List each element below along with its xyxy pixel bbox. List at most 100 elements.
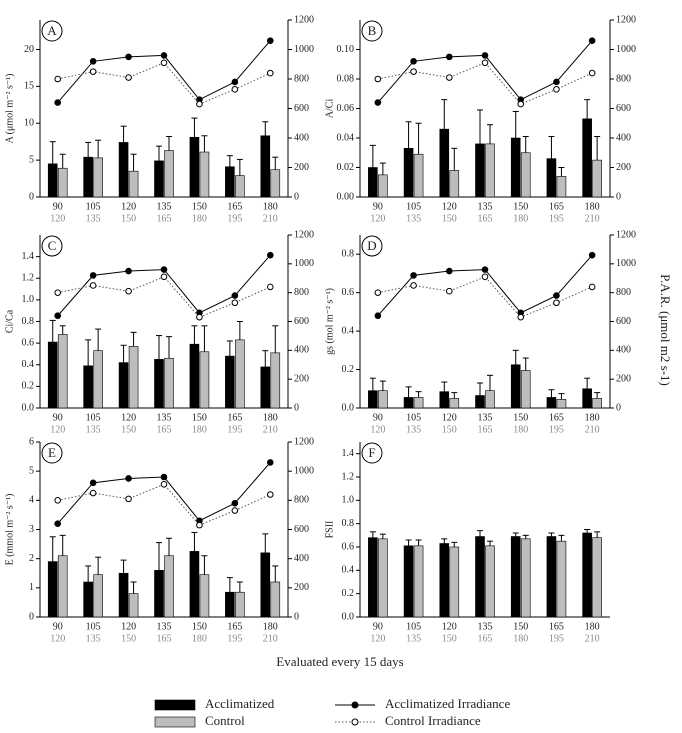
irradiance-point [89,58,97,65]
bar [510,536,521,618]
x-tick-label: 105 [406,201,421,212]
irradiance-point [196,313,203,321]
y2-tick-label: 200 [294,162,309,173]
y2-tick-label: 600 [294,524,309,535]
bar [225,166,235,198]
y2-tick-label: 1200 [616,229,636,240]
x-tick-label-control: 150 [121,424,136,435]
legend-label: Control Irradiance [385,713,481,728]
irradiance-point [231,299,239,307]
y2-tick-label: 1000 [294,465,314,476]
x-tick-label: 150 [192,412,207,423]
x-tick-label-control: 210 [263,633,278,644]
x-tick-label-control: 165 [157,213,172,224]
irradiance-point [410,68,417,75]
bar [413,153,424,198]
bar [83,581,93,618]
y2-tick-label: 600 [294,316,309,327]
irradiance-point [266,491,274,498]
bar [118,572,129,618]
bar [449,546,460,618]
bar [485,545,495,618]
panel-label: A [47,23,57,38]
y-tick-label: 1.4 [22,251,35,262]
y-axis-title: Ci/Ca [4,309,15,333]
bar [57,555,68,618]
y2-tick-label: 200 [294,373,309,384]
bar [413,397,424,409]
irradiance-point [125,267,132,275]
irradiance-point [517,100,525,108]
x-tick-label: 90 [373,201,383,212]
x-tick-label: 165 [549,201,564,212]
y-tick-label: 0.06 [337,103,355,114]
x-tick-label-control: 195 [227,424,242,435]
x-tick-label-control: 180 [513,424,528,435]
bar [582,532,592,618]
irradiance-point [374,75,382,83]
x-tick-label-control: 210 [263,424,278,435]
y2-tick-label: 0 [616,402,621,413]
y-tick-label: 0.4 [342,325,355,336]
y-axis-title: A/Ci [324,99,335,119]
irradiance-line [377,254,593,317]
x-tick-label: 135 [157,412,172,423]
y-tick-label: 0.2 [342,588,355,599]
y-tick-label: 1.2 [22,273,35,284]
y2-tick-label: 400 [294,345,309,356]
x-tick-label: 120 [442,621,457,632]
bar [47,561,58,618]
bar [475,536,485,618]
irradiance-point [231,499,239,507]
y-tick-label: 0 [29,191,34,202]
bar [556,176,567,198]
y2-tick-label: 1000 [616,44,636,55]
bar [439,391,450,409]
y-tick-label: 6 [29,436,34,447]
irradiance-point [481,266,489,273]
irradiance-point [54,75,62,83]
bar [449,398,460,409]
bar [270,581,281,618]
y2-tick-label: 400 [294,132,309,143]
irradiance-point [196,521,203,529]
irradiance-point [89,282,97,289]
x-tick-label: 135 [478,201,493,212]
x-tick-label-control: 195 [227,213,242,224]
y-tick-label: 20 [24,44,34,55]
irradiance-point [54,99,62,106]
y2-tick-label: 1200 [294,14,314,25]
irradiance-point [125,495,132,503]
x-tick-label-control: 210 [585,424,600,435]
bar [546,536,557,618]
bar [403,545,414,618]
bar [520,370,531,409]
bar [413,545,424,618]
x-tick-label-control: 165 [157,424,172,435]
y2-axis-title: P.A.R. (μmol m2 s-1) [658,274,673,386]
y2-tick-label: 1000 [616,258,636,269]
bar [556,540,567,618]
bar [154,570,164,618]
y2-tick-label: 1200 [616,14,636,25]
x-tick-label-control: 195 [227,633,242,644]
x-tick-label-control: 165 [478,633,493,644]
x-tick-label: 180 [263,201,278,212]
y-tick-label: 0.0 [342,402,355,413]
y2-tick-label: 200 [616,373,631,384]
irradiance-point [125,74,132,81]
x-tick-label-control: 165 [478,424,493,435]
legend-swatch [154,716,196,728]
y-tick-label: 1.2 [342,471,355,482]
x-tick-label: 150 [513,201,528,212]
y-tick-label: 1.0 [342,495,355,506]
irradiance-point [54,497,62,504]
x-tick-label: 135 [157,201,172,212]
bar [368,167,378,198]
bar [546,158,557,198]
irradiance-point [266,459,274,466]
bar [260,366,271,409]
bar [485,390,495,409]
bar [189,136,200,198]
irradiance-point [410,272,417,279]
